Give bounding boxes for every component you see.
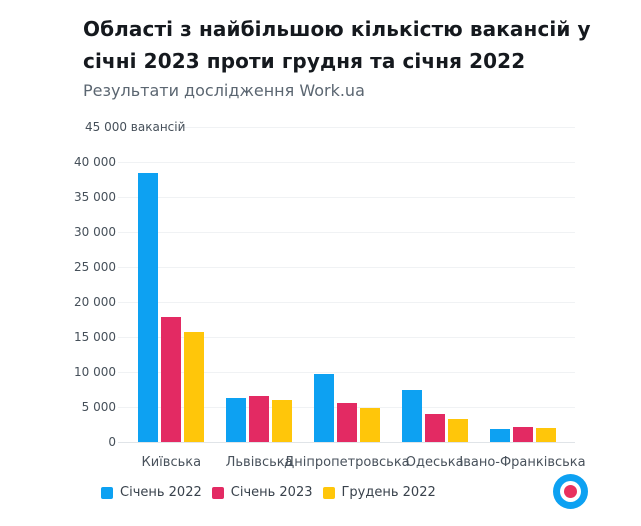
y-tick-label: 30 000	[74, 225, 116, 239]
legend-label: Січень 2022	[120, 485, 202, 500]
bar-Січень-2023-Львівська	[249, 395, 270, 442]
y-gridline	[118, 442, 575, 443]
y-gridline	[118, 372, 575, 373]
legend-swatch	[101, 486, 113, 499]
legend-label: Грудень 2022	[341, 485, 436, 500]
y-tick-label: 35 000	[74, 190, 116, 204]
y-tick-label: 25 000	[74, 260, 116, 274]
work-ua-logo-dot	[564, 485, 577, 498]
chart-legend: Січень 2022 Січень 2023 Грудень 2022	[101, 485, 436, 500]
x-category-label: Львівська	[225, 455, 293, 470]
y-gridline	[118, 162, 575, 163]
chart-subtitle: Результати дослідження Work.ua	[83, 81, 365, 100]
bar-Січень-2023-Івано-Франківська	[512, 427, 533, 442]
bar-Січень-2022-Київська	[138, 173, 159, 442]
y-gridline	[118, 267, 575, 268]
bar-Січень-2023-Дніпропетровська	[336, 402, 357, 442]
legend-label: Січень 2023	[230, 485, 313, 500]
y-tick-label: 5 000	[81, 400, 116, 414]
x-category-label: Київська	[141, 455, 202, 470]
bar-Грудень-2022-Івано-Франківська	[535, 428, 556, 442]
bar-Грудень-2022-Дніпропетровська	[359, 407, 380, 442]
y-gridline	[118, 302, 575, 303]
legend-item: Січень 2023	[211, 485, 313, 500]
work-ua-logo-ring	[560, 481, 581, 502]
x-category-label: Одеська	[405, 455, 464, 470]
y-gridline	[118, 197, 575, 198]
bar-Січень-2022-Дніпропетровська	[313, 374, 334, 442]
bar-Грудень-2022-Київська	[184, 332, 205, 442]
bar-Січень-2022-Івано-Франківська	[489, 428, 510, 442]
bar-Січень-2022-Львівська	[226, 397, 247, 442]
y-tick-label: 10 000	[74, 365, 116, 379]
chart-title: Області з найбільшою кількістю вакансій …	[83, 13, 591, 77]
bar-Січень-2023-Київська	[161, 316, 182, 442]
chart-title-line-1: Області з найбільшою кількістю вакансій …	[83, 17, 591, 41]
y-gridline	[118, 232, 575, 233]
bar-Грудень-2022-Львівська	[272, 400, 293, 442]
y-tick-label: 45 000 вакансій	[85, 120, 186, 134]
legend-swatch	[211, 486, 224, 499]
legend-swatch	[322, 486, 335, 499]
x-category-label: Івано-Франківська	[459, 455, 586, 470]
y-tick-label: 0	[108, 435, 116, 449]
bar-Січень-2023-Одеська	[424, 414, 445, 442]
y-gridline	[172, 127, 575, 128]
x-category-label: Дніпропетровська	[284, 455, 410, 470]
legend-item: Січень 2022	[101, 485, 202, 500]
bar-Грудень-2022-Одеська	[447, 418, 468, 442]
y-tick-label: 15 000	[74, 330, 116, 344]
y-tick-label: 40 000	[74, 155, 116, 169]
y-gridline	[118, 337, 575, 338]
y-tick-label: 20 000	[74, 295, 116, 309]
chart-title-line-2: січні 2023 проти грудня та січня 2022	[83, 49, 526, 73]
legend-item: Грудень 2022	[322, 485, 436, 500]
bar-Січень-2022-Одеська	[401, 390, 422, 442]
work-ua-logo	[553, 474, 588, 509]
